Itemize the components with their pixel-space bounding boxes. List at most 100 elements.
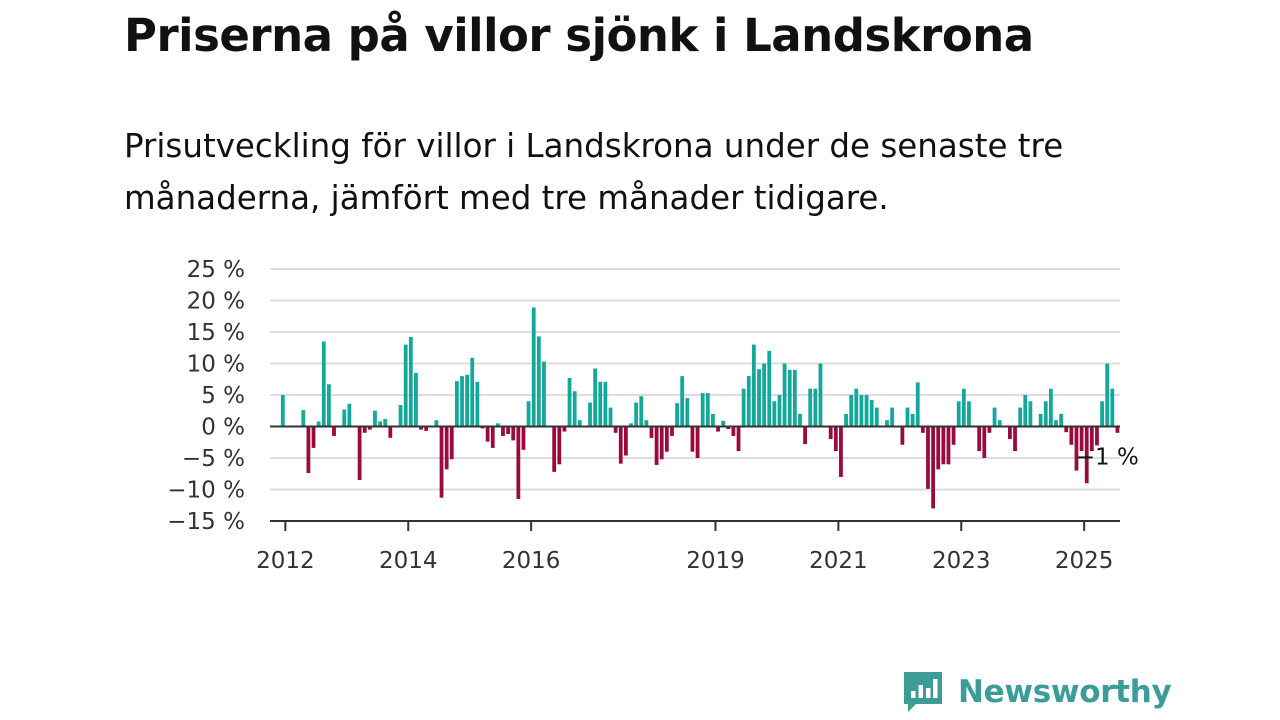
bar — [373, 410, 377, 427]
y-tick-label: −10 % — [167, 478, 245, 504]
bar — [690, 426, 695, 452]
bar — [670, 426, 674, 436]
bar — [567, 377, 572, 427]
bar — [910, 413, 915, 427]
bar — [465, 374, 470, 427]
bar — [1028, 401, 1033, 427]
bar — [849, 395, 854, 427]
bar — [588, 402, 592, 427]
bar — [777, 395, 782, 427]
bar — [1043, 401, 1048, 427]
bar — [792, 369, 797, 427]
bar — [757, 369, 761, 427]
bar — [388, 426, 393, 438]
bar — [741, 388, 746, 427]
bar — [332, 426, 336, 436]
bar — [321, 341, 326, 427]
bar — [490, 426, 495, 448]
bar — [997, 420, 1002, 427]
x-axis-ticks: 2012 2014 2016 2019 2021 2023 2025 — [256, 521, 1113, 574]
bar — [1074, 426, 1079, 471]
bar — [608, 407, 613, 427]
bar — [992, 407, 997, 427]
bar — [598, 381, 603, 427]
bar — [685, 398, 690, 427]
bar — [874, 407, 879, 427]
bar — [521, 426, 526, 450]
bar — [306, 426, 311, 474]
bar — [434, 420, 439, 427]
bar — [280, 395, 285, 427]
bar — [705, 393, 710, 427]
bar — [675, 403, 679, 427]
bar — [1059, 413, 1064, 427]
bar — [557, 426, 562, 465]
bar — [951, 426, 956, 445]
bar — [987, 426, 992, 433]
bar — [833, 426, 838, 452]
bar — [357, 426, 362, 481]
chart-title: Priserna på villor sjönk i Landskrona — [124, 9, 1034, 62]
bar — [301, 410, 306, 427]
y-tick-label: 20 % — [187, 289, 245, 315]
bar — [439, 426, 444, 498]
bar — [711, 413, 715, 427]
bar — [926, 426, 930, 489]
bars — [280, 307, 1120, 509]
bar — [378, 421, 382, 427]
bar — [931, 426, 935, 509]
bar — [613, 426, 618, 433]
bar — [859, 395, 864, 427]
y-tick-label: −15 % — [167, 509, 245, 535]
bar — [941, 426, 946, 465]
bar — [716, 426, 720, 432]
x-tick-label: 2023 — [932, 548, 991, 574]
bar — [603, 381, 608, 427]
bar — [1008, 426, 1012, 440]
bar — [526, 401, 531, 427]
bar — [562, 426, 567, 432]
bar — [920, 426, 925, 433]
bar — [695, 426, 700, 458]
bar — [900, 426, 905, 445]
bar — [726, 426, 731, 430]
bar — [956, 401, 961, 427]
bar — [813, 388, 818, 427]
bar — [316, 421, 321, 427]
bar — [501, 426, 505, 436]
bar — [495, 423, 500, 427]
bar — [961, 388, 966, 427]
bar — [885, 420, 889, 427]
y-tick-label: 10 % — [187, 352, 245, 378]
y-axis-ticks: 25 % 20 % 15 % 10 % 5 % 0 % −5 % −10 % −15 % — [167, 257, 245, 535]
bar — [536, 336, 541, 427]
y-tick-label: −5 % — [182, 446, 245, 472]
bar — [516, 426, 521, 499]
y-tick-label: 25 % — [187, 257, 245, 283]
brand-name: Newsworthy — [958, 674, 1172, 710]
bar — [470, 357, 475, 427]
bar — [721, 420, 726, 427]
bar — [654, 426, 659, 465]
bar — [572, 391, 577, 427]
x-tick-label: 2016 — [502, 548, 561, 574]
bar — [455, 381, 459, 427]
gridlines — [270, 268, 1120, 491]
bar — [1105, 363, 1110, 427]
bar — [1069, 426, 1074, 445]
bar — [828, 426, 833, 440]
y-tick-label: 0 % — [201, 415, 245, 441]
bar — [798, 413, 802, 427]
bar — [1110, 388, 1115, 427]
bar — [1100, 401, 1104, 427]
bar — [644, 420, 649, 427]
bar — [1023, 395, 1028, 427]
bar — [803, 426, 807, 445]
x-tick-label: 2021 — [809, 548, 868, 574]
bar — [1064, 426, 1069, 433]
annotations: −1 % — [1076, 445, 1139, 471]
bar — [414, 372, 418, 427]
bar — [311, 426, 316, 448]
bar — [946, 426, 951, 465]
bar — [449, 426, 454, 460]
